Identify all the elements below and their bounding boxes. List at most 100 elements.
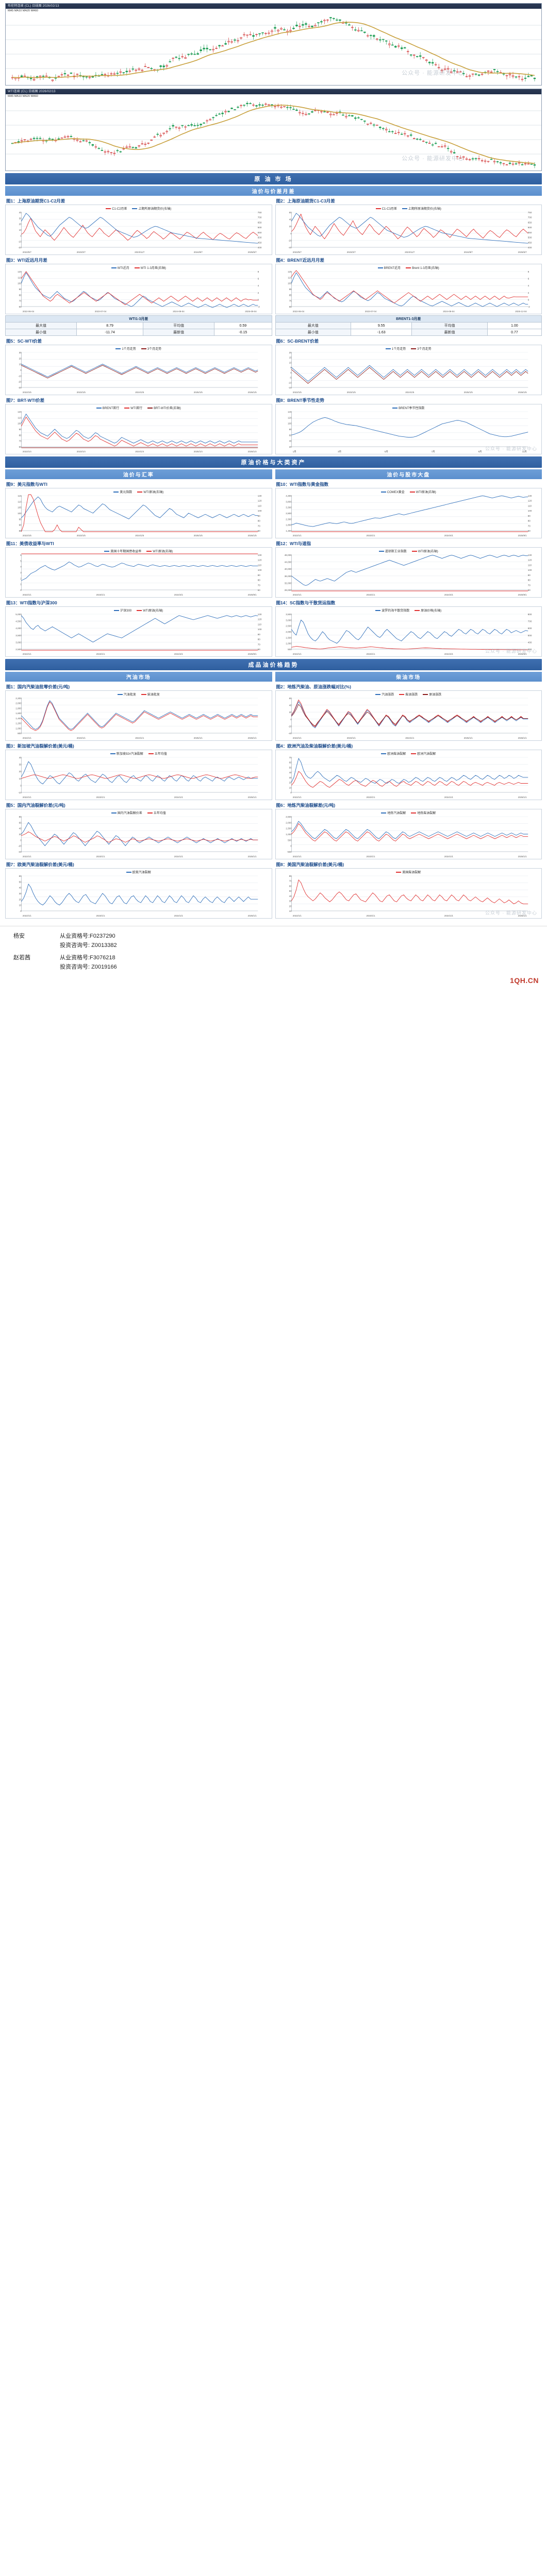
stat-label: 最新值 [143, 329, 215, 336]
svg-text:20: 20 [289, 225, 292, 228]
stat-value: -1.63 [351, 329, 412, 336]
svg-text:2022-06-04: 2022-06-04 [23, 310, 35, 313]
svg-text:60: 60 [258, 648, 261, 651]
svg-text:130: 130 [258, 613, 262, 616]
svg-text:-20: -20 [18, 246, 22, 249]
svg-text:110: 110 [258, 564, 262, 566]
chart-title-12: 图13：WTI指数与沪深300 [6, 600, 57, 605]
svg-text:2023/1/1: 2023/1/1 [96, 855, 106, 858]
svg-text:60: 60 [19, 306, 22, 308]
brand-logo: 1QH.CN [510, 976, 539, 985]
svg-text:1,000: 1,000 [286, 642, 292, 645]
chart-title-11: 图12：WTI与道指 [276, 541, 311, 546]
svg-text:50: 50 [289, 766, 292, 769]
svg-text:20: 20 [19, 357, 22, 360]
svg-text:1,600: 1,600 [15, 712, 22, 715]
svg-text:130: 130 [258, 554, 262, 556]
svg-text:40: 40 [19, 756, 22, 759]
chart-row-7: 图13：WTI指数与沪深300 5,000 4,500 4,000 3,500 3,00… [5, 599, 542, 657]
svg-text:20: 20 [19, 223, 22, 226]
svg-text:2024/1/5: 2024/1/5 [135, 534, 144, 537]
footer-row-2: 赵若茜 从业资格号:F3076218 [13, 953, 534, 961]
svg-text:70: 70 [258, 524, 261, 527]
svg-text:100: 100 [258, 628, 262, 631]
svg-text:75: 75 [289, 300, 292, 302]
svg-text:-20: -20 [18, 381, 22, 383]
svg-text:90: 90 [527, 574, 531, 577]
svg-text:2,500: 2,500 [15, 648, 22, 651]
chart-title-17: 图4：欧洲汽油及柴油裂解价差(美元/桶) [276, 743, 353, 749]
svg-text:-20: -20 [288, 725, 292, 727]
svg-text:85: 85 [19, 530, 22, 532]
chart-box-9: 4,300 3,800 3,300 2,800 2,300 1,800 1,300 130 12… [275, 488, 542, 538]
svg-text:70: 70 [258, 643, 261, 646]
chart-title-4: 图5：SC-WTI价差 [6, 338, 42, 344]
svg-text:-10: -10 [18, 375, 22, 377]
svg-text:20: 20 [289, 782, 292, 784]
svg-text:2024/1/1: 2024/1/1 [135, 737, 144, 739]
svg-text:2025/1/1: 2025/1/1 [518, 855, 527, 858]
svg-text:90: 90 [19, 288, 22, 291]
svg-text:2022/1/1: 2022/1/1 [292, 653, 302, 655]
svg-text:2024/1/4: 2024/1/4 [135, 450, 144, 453]
svg-text:2025/5/7: 2025/5/7 [518, 251, 527, 253]
svg-text:1,000: 1,000 [286, 833, 292, 836]
svg-text:2022/1/1: 2022/1/1 [292, 796, 302, 799]
svg-text:40: 40 [289, 218, 292, 221]
chart-box-16: 40 30 20 10 0 -10 2022/1/1 2023/1/1 2024/1/1 2025… [5, 750, 272, 800]
svg-text:120: 120 [258, 500, 262, 502]
svg-text:700: 700 [527, 216, 532, 219]
stat-value: 0.59 [214, 322, 272, 329]
svg-text:2,000: 2,000 [15, 702, 22, 705]
svg-text:2,000: 2,000 [286, 821, 292, 824]
stat-table-row: WTI1-3月差 最大值 8.79 平均值 0.59 最小值 -11.74 最新… [5, 315, 542, 336]
chart-cell-13: 图14：SC指数与干散货运指数 3,500 3,000 2,500 2,000 1,50… [275, 599, 542, 657]
svg-text:110: 110 [258, 623, 262, 625]
svg-text:70: 70 [258, 584, 261, 586]
svg-text:115: 115 [18, 495, 22, 497]
chart-box-7: 140 120 100 80 60 40 20 1月 3月 5月 7月 9月 11月 BRENT季节性指数… [275, 404, 542, 454]
svg-text:2023/1/1: 2023/1/1 [96, 594, 106, 596]
chart-title-21: 图8：美国汽柴油裂解价差(美元/桶) [276, 862, 344, 867]
svg-text:60: 60 [289, 434, 292, 436]
svg-text:10: 10 [19, 904, 22, 907]
svg-text:500: 500 [288, 648, 292, 651]
chart-row-2: 图3：WTI近远月月差 120 110 100 90 80 70 60 8 6 4 2 0 -2 2022… [5, 257, 542, 314]
analyst-invest-1: 投资咨询号: Z0013382 [60, 942, 117, 948]
svg-text:40: 40 [19, 827, 22, 830]
chart-cell-19: 图6：地炼汽柴油裂解差(元/吨) 2,500 2,000 1,500 1,000 500… [275, 802, 542, 859]
svg-text:90: 90 [19, 428, 22, 431]
chart-cell-20: 图7：欧美汽柴油裂解价差(美元/桶) 60 50 40 30 20 10 0 2022/1/1… [5, 861, 272, 919]
svg-text:2022/1/1: 2022/1/1 [292, 594, 302, 596]
svg-text:-10: -10 [18, 791, 22, 794]
chart-title-19: 图6：地炼汽柴油裂解差(元/吨) [276, 803, 336, 808]
svg-text:2022/1/1: 2022/1/1 [292, 534, 302, 537]
svg-text:2024/4/1: 2024/4/1 [174, 653, 184, 655]
chart-row-8: 图1：国内汽柴油批零价差(元/吨) 2,200 2,000 1,800 1,600 1,… [5, 683, 542, 741]
svg-text:70: 70 [289, 756, 292, 759]
svg-text:10: 10 [289, 361, 292, 364]
chart-title-9: 图10：WTI指数与黄金指数 [276, 482, 329, 487]
svg-text:0: 0 [20, 234, 22, 237]
svg-text:500: 500 [258, 236, 262, 239]
chart-box-20: 60 50 40 30 20 10 0 2022/1/1 2023/1/1 2024/1/1 202… [5, 868, 272, 919]
svg-text:6: 6 [258, 278, 259, 280]
svg-text:2026/1/1: 2026/1/1 [518, 737, 527, 739]
svg-text:130: 130 [527, 554, 532, 556]
svg-text:2: 2 [258, 292, 259, 294]
svg-text:30: 30 [19, 892, 22, 895]
svg-text:2: 2 [527, 292, 529, 294]
svg-text:60: 60 [19, 446, 22, 448]
svg-text:2025/9/1: 2025/9/1 [248, 594, 257, 596]
svg-text:20: 20 [289, 711, 292, 714]
chart-box-4: 30 20 10 0 -10 -20 -30 2022/1/5 2023/1/5 2024/1/5… [5, 345, 272, 395]
svg-text:2023/2/7: 2023/2/7 [77, 251, 86, 253]
chart-title-5: 图6：SC-BRENT价差 [276, 338, 319, 344]
svg-text:0: 0 [20, 369, 22, 371]
svg-text:2024/1/1: 2024/1/1 [444, 855, 453, 858]
svg-text:2024/1/1: 2024/1/1 [174, 796, 184, 799]
svg-text:10: 10 [289, 910, 292, 912]
svg-text:70: 70 [289, 880, 292, 883]
chart-cell-0: 图1：上海原油期货C1-C2月差 40 30 20 10 0 -10 -20 750 700 65… [5, 197, 272, 255]
svg-text:60: 60 [258, 589, 261, 591]
